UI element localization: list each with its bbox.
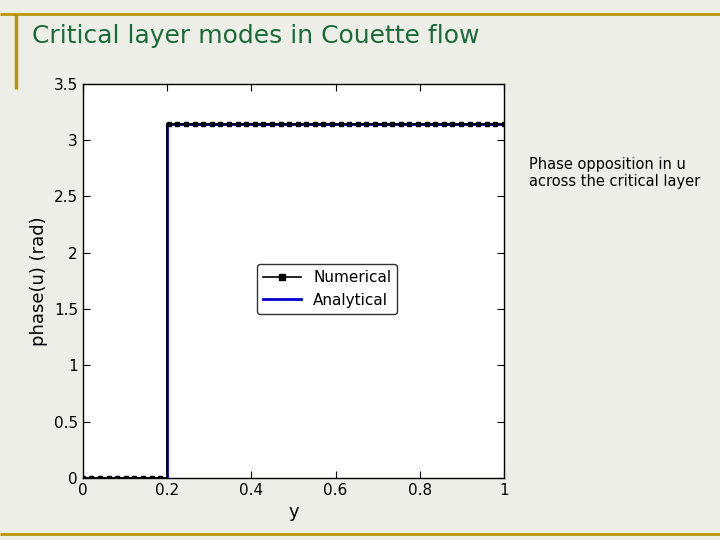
Text: Phase opposition in u
across the critical layer: Phase opposition in u across the critica… <box>529 157 701 189</box>
Text: Critical layer modes in Couette flow: Critical layer modes in Couette flow <box>32 24 480 48</box>
Y-axis label: phase(u) (rad): phase(u) (rad) <box>30 216 48 346</box>
Legend: Numerical, Analytical: Numerical, Analytical <box>257 264 397 314</box>
X-axis label: y: y <box>288 503 299 521</box>
